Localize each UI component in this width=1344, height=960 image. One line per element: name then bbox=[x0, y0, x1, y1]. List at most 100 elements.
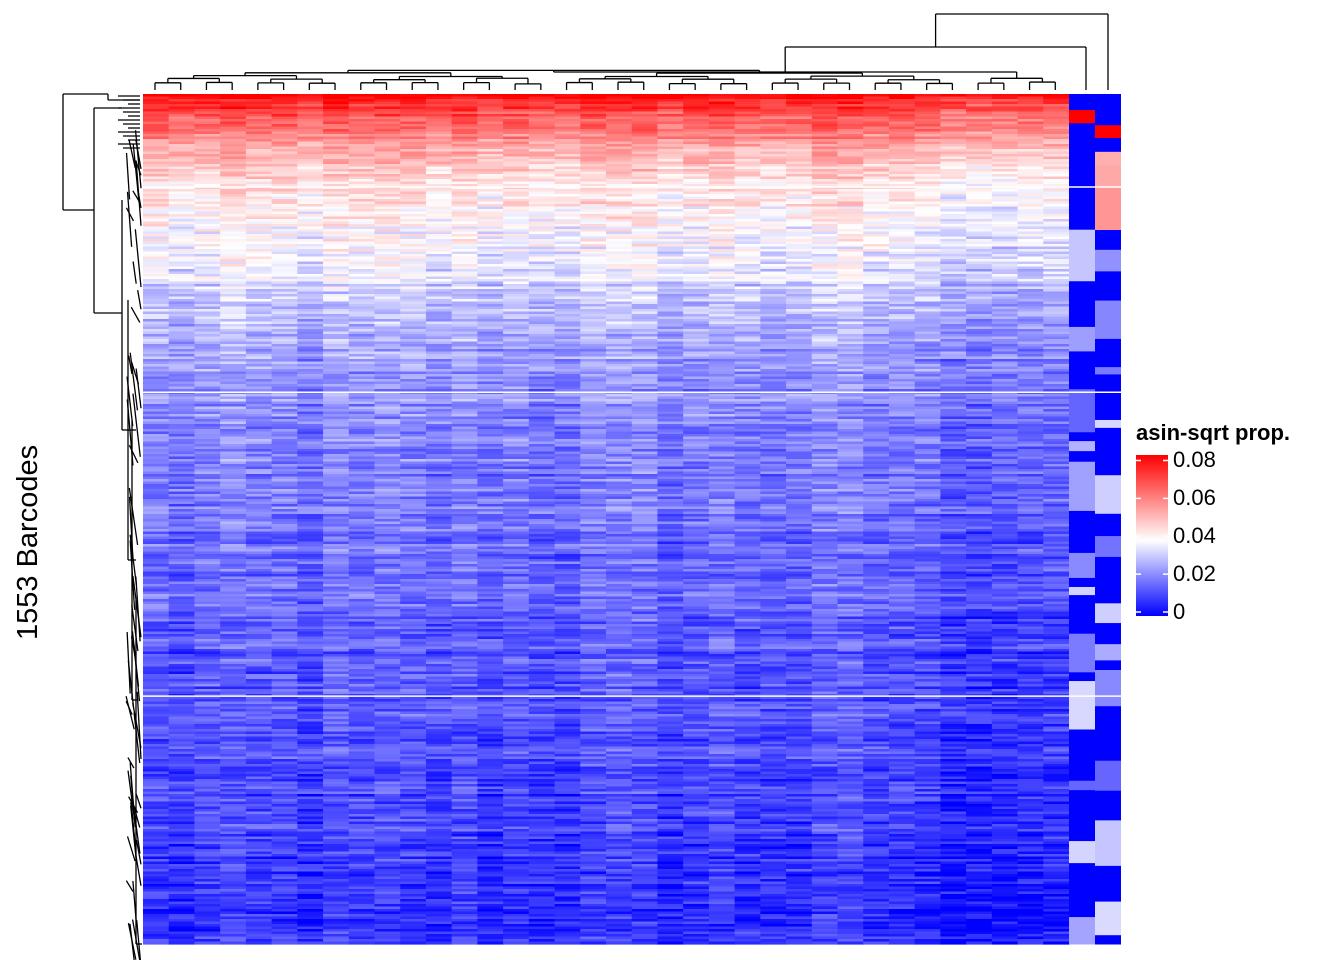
heatmap-cell bbox=[760, 359, 787, 363]
heatmap-cell bbox=[451, 191, 478, 195]
heatmap-cell bbox=[1043, 231, 1070, 235]
heatmap-cell bbox=[708, 401, 736, 405]
row-dendrogram-branch bbox=[132, 393, 141, 457]
heatmap-cell bbox=[425, 219, 453, 223]
heatmap-cell bbox=[631, 269, 659, 273]
heatmap-cell bbox=[837, 189, 864, 193]
heatmap-cell bbox=[477, 254, 504, 258]
heatmap-cell bbox=[914, 276, 941, 280]
heatmap-cell bbox=[194, 214, 221, 218]
heatmap-cell bbox=[220, 351, 247, 355]
heatmap-cell bbox=[580, 374, 607, 378]
heatmap-cell bbox=[503, 241, 530, 245]
heatmap-cell bbox=[554, 234, 581, 238]
heatmap-cell bbox=[168, 311, 196, 315]
heatmap-cell bbox=[528, 341, 556, 345]
heatmap-cell bbox=[297, 186, 324, 190]
heatmap-cell bbox=[220, 156, 247, 160]
heatmap-cell bbox=[914, 321, 941, 325]
heatmap-cell bbox=[966, 244, 993, 248]
heatmap-cell bbox=[683, 141, 710, 145]
heatmap-cell bbox=[837, 269, 864, 273]
heatmap-cell bbox=[940, 149, 967, 153]
heatmap-cell bbox=[194, 201, 221, 205]
heatmap-cell bbox=[348, 389, 376, 393]
heatmap-cell bbox=[168, 149, 196, 153]
heatmap-cell bbox=[374, 94, 401, 98]
heatmap-cell bbox=[888, 271, 916, 275]
heatmap-cell bbox=[451, 271, 478, 275]
heatmap-cell bbox=[323, 404, 350, 408]
heatmap-cell bbox=[1043, 341, 1070, 345]
heatmap-cell bbox=[323, 164, 350, 168]
heatmap-cell bbox=[606, 326, 633, 330]
heatmap-cell bbox=[194, 111, 221, 115]
heatmap-cell bbox=[991, 141, 1019, 145]
heatmap-cell bbox=[503, 251, 530, 255]
heatmap-cell bbox=[374, 261, 401, 265]
heatmap-cell bbox=[168, 186, 196, 190]
heatmap-cell bbox=[914, 366, 941, 370]
heatmap-cell bbox=[425, 189, 453, 193]
heatmap-cell bbox=[1043, 191, 1070, 195]
heatmap-cell bbox=[657, 306, 684, 310]
heatmap-cell bbox=[245, 281, 273, 285]
heatmap-cell bbox=[734, 374, 761, 378]
heatmap-cell bbox=[734, 231, 761, 235]
heatmap-cell bbox=[683, 311, 710, 315]
heatmap-cell bbox=[477, 111, 504, 115]
heatmap-cell bbox=[400, 389, 427, 393]
heatmap-cell bbox=[991, 299, 1019, 303]
heatmap-cell bbox=[168, 141, 196, 145]
heatmap-cell bbox=[734, 409, 761, 413]
heatmap-cell bbox=[374, 131, 401, 135]
heatmap-cell bbox=[580, 389, 607, 393]
heatmap-cell bbox=[271, 299, 298, 303]
heatmap-cell bbox=[323, 251, 350, 255]
heatmap-cell bbox=[503, 104, 530, 108]
heatmap-cell bbox=[400, 196, 427, 200]
heatmap-cell bbox=[734, 326, 761, 330]
heatmap-cell bbox=[1017, 241, 1044, 245]
heatmap-cell bbox=[168, 364, 196, 368]
heatmap-cell bbox=[914, 224, 941, 228]
heatmap-cell bbox=[760, 341, 787, 345]
heatmap-cell bbox=[1043, 279, 1070, 283]
heatmap-cell bbox=[888, 171, 916, 175]
heatmap-cell bbox=[708, 136, 736, 140]
heatmap-cell bbox=[323, 411, 350, 415]
heatmap-cell bbox=[991, 139, 1019, 143]
heatmap-cell bbox=[631, 334, 659, 338]
heatmap-cell bbox=[451, 141, 478, 145]
heatmap-cell bbox=[708, 106, 736, 110]
heatmap-cell bbox=[580, 319, 607, 323]
heatmap-cell bbox=[940, 404, 967, 408]
heatmap-cell bbox=[143, 229, 170, 233]
heatmap-cell bbox=[425, 244, 453, 248]
heatmap-cell bbox=[991, 176, 1019, 180]
heatmap-cell bbox=[503, 156, 530, 160]
heatmap-cell bbox=[220, 166, 247, 170]
heatmap-cell bbox=[811, 204, 839, 208]
heatmap-cell bbox=[657, 99, 684, 103]
heatmap-cell bbox=[1017, 414, 1044, 418]
heatmap-cell bbox=[245, 114, 273, 118]
heatmap-cell bbox=[606, 186, 633, 190]
heatmap-cell bbox=[271, 191, 298, 195]
heatmap-cell bbox=[168, 336, 196, 340]
heatmap-cell bbox=[245, 341, 273, 345]
heatmap-cell bbox=[811, 236, 839, 240]
heatmap-cell bbox=[991, 381, 1019, 385]
heatmap-cell bbox=[1043, 119, 1070, 123]
heatmap-cell bbox=[168, 121, 196, 125]
heatmap-cell bbox=[811, 409, 839, 413]
heatmap-cell bbox=[297, 334, 324, 338]
heatmap-cell bbox=[837, 94, 864, 98]
heatmap-cell bbox=[348, 176, 376, 180]
heatmap-cell bbox=[194, 189, 221, 193]
heatmap-cell bbox=[245, 156, 273, 160]
heatmap-cell bbox=[503, 359, 530, 363]
heatmap-cell bbox=[580, 304, 607, 308]
heatmap-cell bbox=[400, 331, 427, 335]
heatmap-cell bbox=[194, 291, 221, 295]
